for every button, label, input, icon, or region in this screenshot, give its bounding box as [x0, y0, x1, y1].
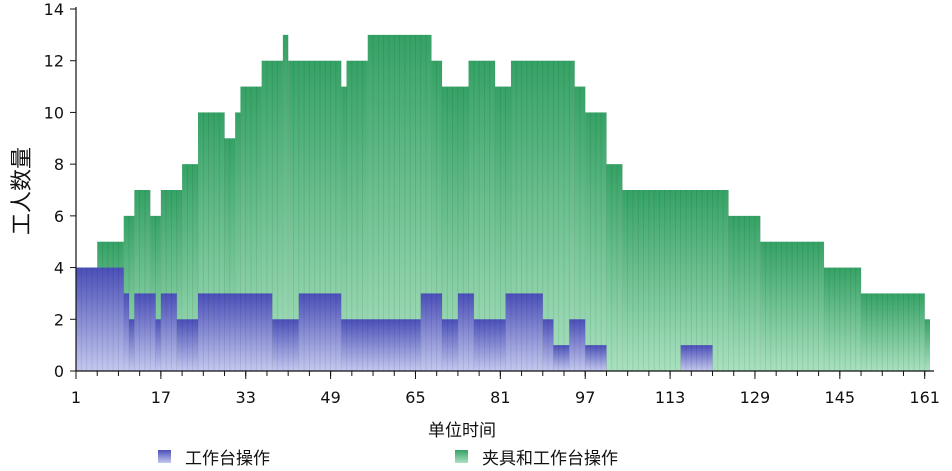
- jig-and-bench-bar: [861, 293, 925, 371]
- bench-bar: [420, 293, 442, 371]
- bench-bar: [341, 319, 421, 371]
- legend-swatch-jig-and-bench: [455, 450, 468, 463]
- legend-item-bench: 工作台操作: [158, 444, 270, 469]
- series-bench-bars: [76, 267, 713, 371]
- bench-bar: [680, 345, 713, 371]
- bench-bar: [553, 345, 570, 371]
- bench-bar: [473, 319, 506, 371]
- y-tick-label: 14: [44, 0, 64, 19]
- bench-bar: [134, 293, 156, 371]
- jig-and-bench-bar: [606, 164, 623, 371]
- jig-and-bench-bar: [346, 60, 368, 371]
- y-tick-label: 10: [44, 103, 64, 122]
- jig-and-bench-bar: [431, 60, 442, 371]
- bench-bar: [542, 319, 554, 371]
- jig-and-bench-bar: [224, 138, 236, 371]
- bench-bar: [585, 345, 607, 371]
- x-tick-label: 145: [825, 388, 856, 407]
- bench-bar: [442, 319, 458, 371]
- legend-label-jig-and-bench: 夹具和工作台操作: [482, 449, 618, 469]
- jig-and-bench-bar: [622, 190, 729, 371]
- x-tick-label: 81: [490, 388, 510, 407]
- x-tick-label: 97: [575, 388, 595, 407]
- x-tick-label: 17: [151, 388, 171, 407]
- bench-bar: [457, 293, 474, 371]
- jig-and-bench-bar: [367, 34, 432, 371]
- jig-and-bench-bar: [282, 34, 289, 371]
- y-tick-label: 12: [44, 52, 64, 71]
- jig-and-bench-bar: [823, 267, 862, 371]
- axes: 0 2 4 6 8 10 12 14 1 17 33 49 65 81 97 113 129 145 161: [44, 0, 940, 407]
- bench-bar: [76, 267, 124, 371]
- x-tick-label: 1: [71, 388, 81, 407]
- y-tick-label: 4: [54, 259, 64, 278]
- y-axis-title: 工人数量: [10, 147, 35, 235]
- jig-and-bench-bar: [341, 86, 347, 372]
- legend-swatch-bench: [158, 450, 171, 463]
- x-tick-label: 113: [655, 388, 686, 407]
- x-tick-label: 33: [236, 388, 256, 407]
- legend-item-jig-and-bench: 夹具和工作台操作: [455, 444, 618, 469]
- bench-bar: [569, 319, 586, 371]
- bar-hatching: [80, 34, 926, 371]
- bench-bar: [298, 293, 342, 371]
- jig-and-bench-bar: [924, 319, 930, 371]
- jig-and-bench-bar: [235, 112, 241, 371]
- x-tick-label: 49: [320, 388, 340, 407]
- jig-and-bench-bar: [728, 215, 761, 371]
- bench-bar: [272, 319, 299, 371]
- y-tick-label: 6: [54, 207, 64, 226]
- bench-bar: [505, 293, 543, 371]
- bench-bar: [198, 293, 273, 371]
- x-tick-label: 129: [740, 388, 771, 407]
- jig-and-bench-bar: [585, 112, 607, 371]
- jig-and-bench-bar: [760, 241, 824, 371]
- y-tick-label: 8: [54, 155, 64, 174]
- y-tick-label: 0: [54, 362, 64, 381]
- jig-and-bench-bar: [574, 86, 586, 372]
- hatch-lines: [80, 34, 926, 371]
- x-tick-label: 65: [405, 388, 425, 407]
- bench-bar: [155, 319, 161, 371]
- x-tick-label: 161: [909, 388, 940, 407]
- bench-bar: [123, 293, 130, 371]
- bench-bar: [176, 319, 198, 371]
- bench-bar: [160, 293, 177, 371]
- legend-label-bench: 工作台操作: [185, 449, 270, 469]
- bench-bar: [129, 319, 135, 371]
- x-axis-title: 单位时间: [428, 421, 496, 441]
- y-tick-label: 2: [54, 310, 64, 329]
